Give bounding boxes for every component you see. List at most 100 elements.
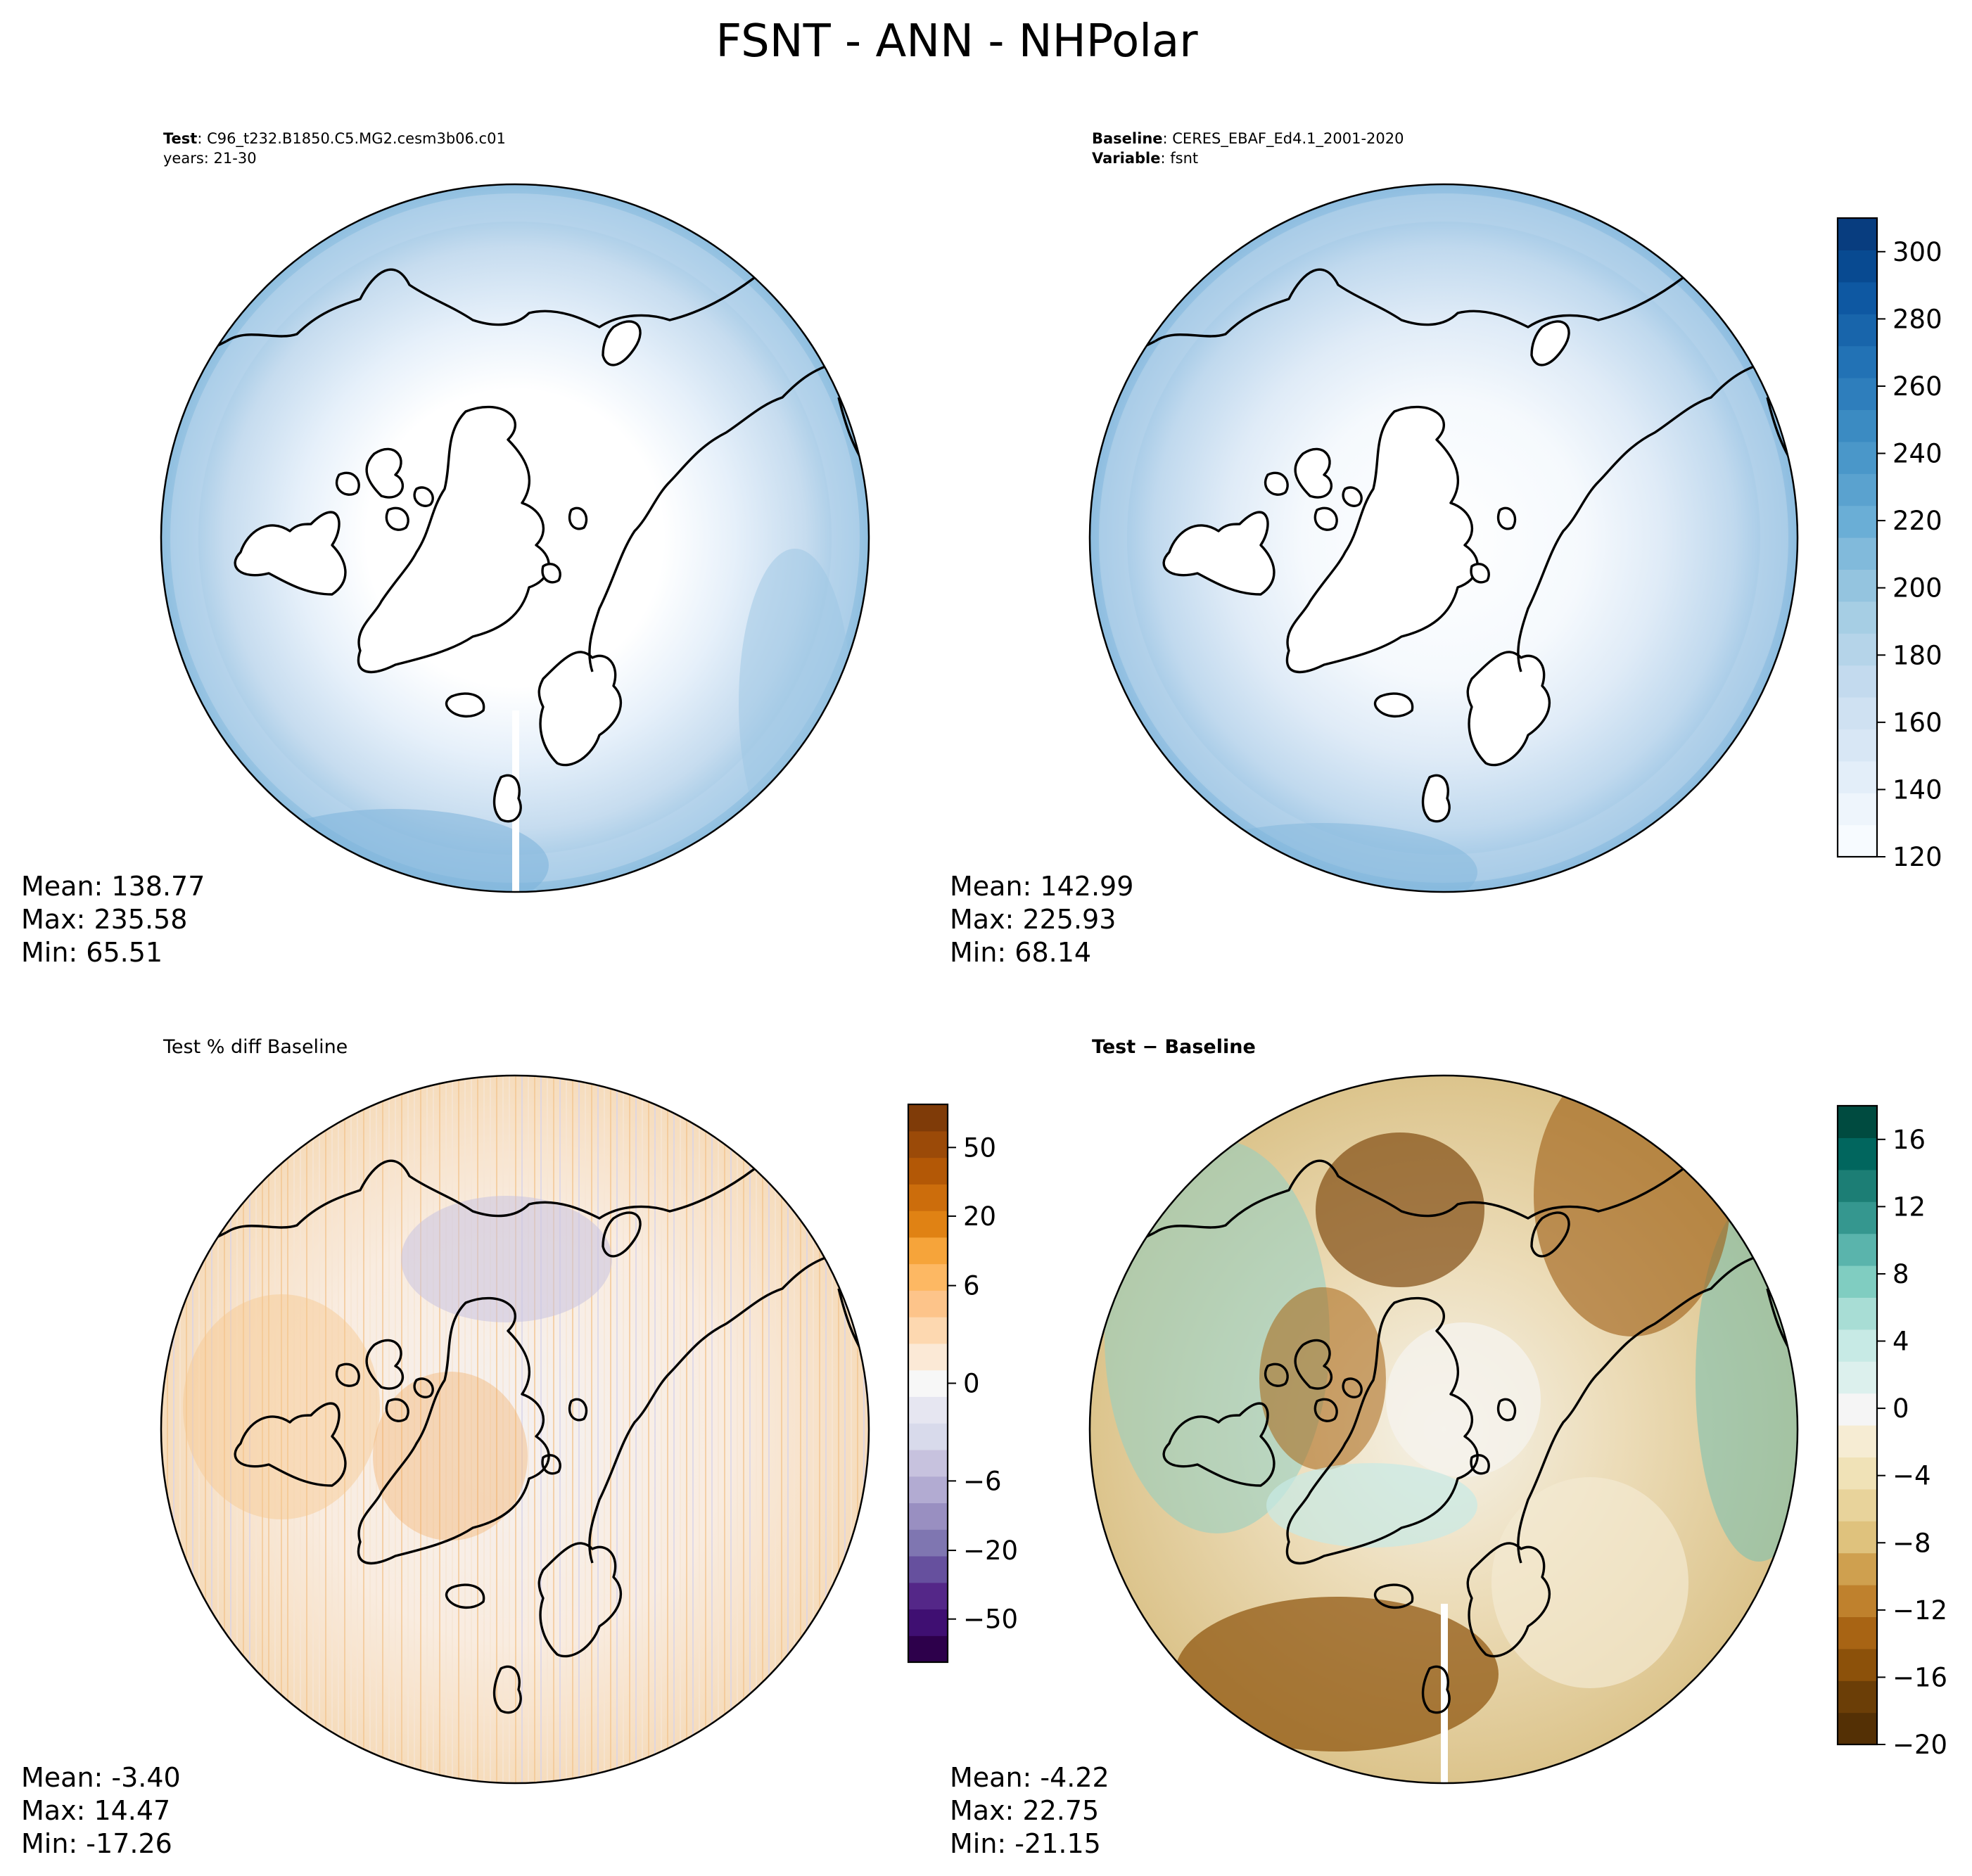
brbg-swatch [1838,1425,1877,1457]
blues-swatch [1838,760,1877,793]
brbg-swatch [1838,1137,1877,1170]
test-map-boundary [160,183,870,893]
test-min: Min: 65.51 [21,937,163,968]
test-label-case: : C96_t232.B1850.C5.MG2.cesm3b06.c01 [197,130,506,148]
brbg-tick-label: −20 [1893,1730,1947,1760]
colorbar-blues: 120 140 160 180 200 220 240 260 280 300 [1836,217,1942,872]
brbg-swatch [1838,1552,1877,1585]
blues-tick-label: 280 [1893,304,1942,334]
brbg-swatch [1838,1712,1877,1745]
pct-swatch [908,1476,948,1504]
blues-frame [1836,217,1878,858]
blues-swatch [1838,281,1877,314]
baseline-label-source: : CERES_EBAF_Ed4.1_2001-2020 [1163,130,1404,148]
blues-tick-label: 140 [1893,774,1942,805]
diff-mean: Mean: -4.22 [950,1762,1109,1793]
pct-swatch [908,1130,948,1159]
pct-swatch [908,1211,948,1238]
pctdiff-label: Test % diff Baseline [163,1036,348,1058]
brbg-swatch [1838,1297,1877,1330]
pctdiff-max: Max: 14.47 [21,1795,170,1826]
pct-swatch [908,1449,948,1477]
blues-swatch [1838,218,1877,250]
figure-title: FSNT - ANN - NHPolar [715,15,1198,68]
brbg-swatch [1838,1201,1877,1234]
test-label: Test: C96_t232.B1850.C5.MG2.cesm3b06.c01 [163,130,506,148]
blues-swatch [1838,697,1877,729]
panel-test: Test: C96_t232.B1850.C5.MG2.cesm3b06.c01… [21,130,870,968]
blues-swatch [1838,633,1877,666]
pct-swatch [908,1263,948,1291]
pct-swatch [908,1396,948,1424]
pct-tick-label: 0 [963,1369,980,1399]
blues-tick-label: 260 [1893,371,1942,402]
colorbar-pctdiff: 50 20 6 0 −6 −20 −50 [907,1103,1018,1664]
baseline-variable-bold: Variable [1092,150,1160,167]
test-map [160,183,870,893]
panel-baseline: Baseline: CERES_EBAF_Ed4.1_2001-2020 Var… [950,130,1799,968]
test-years: years: 21-30 [163,150,257,167]
pct-swatch [908,1104,948,1132]
diff-label: Test − Baseline [1092,1036,1256,1058]
blues-swatch [1838,601,1877,634]
pct-tick-label: −20 [963,1536,1018,1566]
blues-swatch [1838,824,1877,857]
blues-swatch [1838,441,1877,474]
panel-diff: Test − Baseline Mean: -4.22 Max: [950,1036,1799,1859]
pct-swatch [908,1529,948,1557]
pctdiff-min: Min: -17.26 [21,1828,172,1859]
test-label-bold: Test [163,130,197,147]
baseline-label: Baseline: CERES_EBAF_Ed4.1_2001-2020 [1092,130,1404,148]
panel-pctdiff: Test % diff Baseline Mean: -3.40 Max: 14… [21,1036,870,1859]
baseline-label-bold: Baseline [1092,130,1163,147]
baseline-variable-name: : fsnt [1160,150,1198,167]
blues-swatch [1838,505,1877,538]
colorbar-brbg: 16 12 8 4 0 −4 −8 −12 −16 −20 [1836,1104,1947,1760]
brbg-swatch [1838,1233,1877,1266]
baseline-max: Max: 225.93 [950,904,1116,935]
brbg-swatch [1838,1265,1877,1298]
pctdiff-mean: Mean: -3.40 [21,1762,181,1793]
blues-tick-label: 120 [1893,842,1942,872]
baseline-map [1088,183,1799,893]
blues-swatch [1838,250,1877,283]
diff-map-boundary [1088,1074,1799,1785]
pct-tick-label: 20 [963,1201,996,1232]
blues-swatch [1838,793,1877,826]
baseline-min: Min: 68.14 [950,937,1091,968]
brbg-tick-label: 0 [1893,1393,1909,1424]
blues-swatch [1838,314,1877,347]
pct-swatch [908,1317,948,1344]
brbg-tick-label: −8 [1893,1528,1931,1558]
brbg-swatch [1838,1585,1877,1617]
brbg-tick-label: 4 [1893,1327,1909,1357]
brbg-swatch [1838,1393,1877,1426]
test-mean: Mean: 138.77 [21,871,205,902]
pct-swatch [908,1555,948,1583]
pct-tick-label: 6 [963,1271,980,1301]
pct-tick-label: −50 [963,1604,1018,1635]
brbg-tick-label: −16 [1893,1662,1947,1692]
blues-swatch [1838,729,1877,762]
brbg-swatch [1838,1680,1877,1714]
baseline-mean: Mean: 142.99 [950,871,1133,902]
blues-tick-label: 180 [1893,640,1942,670]
pct-swatch [908,1502,948,1530]
blues-swatch [1838,569,1877,602]
brbg-swatch [1838,1106,1877,1138]
brbg-tick-label: −4 [1893,1461,1931,1491]
blues-swatch [1838,473,1877,506]
pct-tick-label: 50 [963,1132,996,1163]
blues-swatch [1838,537,1877,570]
pct-swatch [908,1370,948,1397]
brbg-frame [1836,1104,1878,1746]
blues-tick-label: 160 [1893,708,1942,738]
brbg-swatch [1838,1457,1877,1490]
brbg-swatch [1838,1488,1877,1521]
diff-map [1088,1074,1799,1785]
blues-tick-label: 200 [1893,573,1942,604]
test-max: Max: 235.58 [21,904,187,935]
baseline-map-boundary [1088,183,1799,893]
brbg-swatch [1838,1648,1877,1681]
